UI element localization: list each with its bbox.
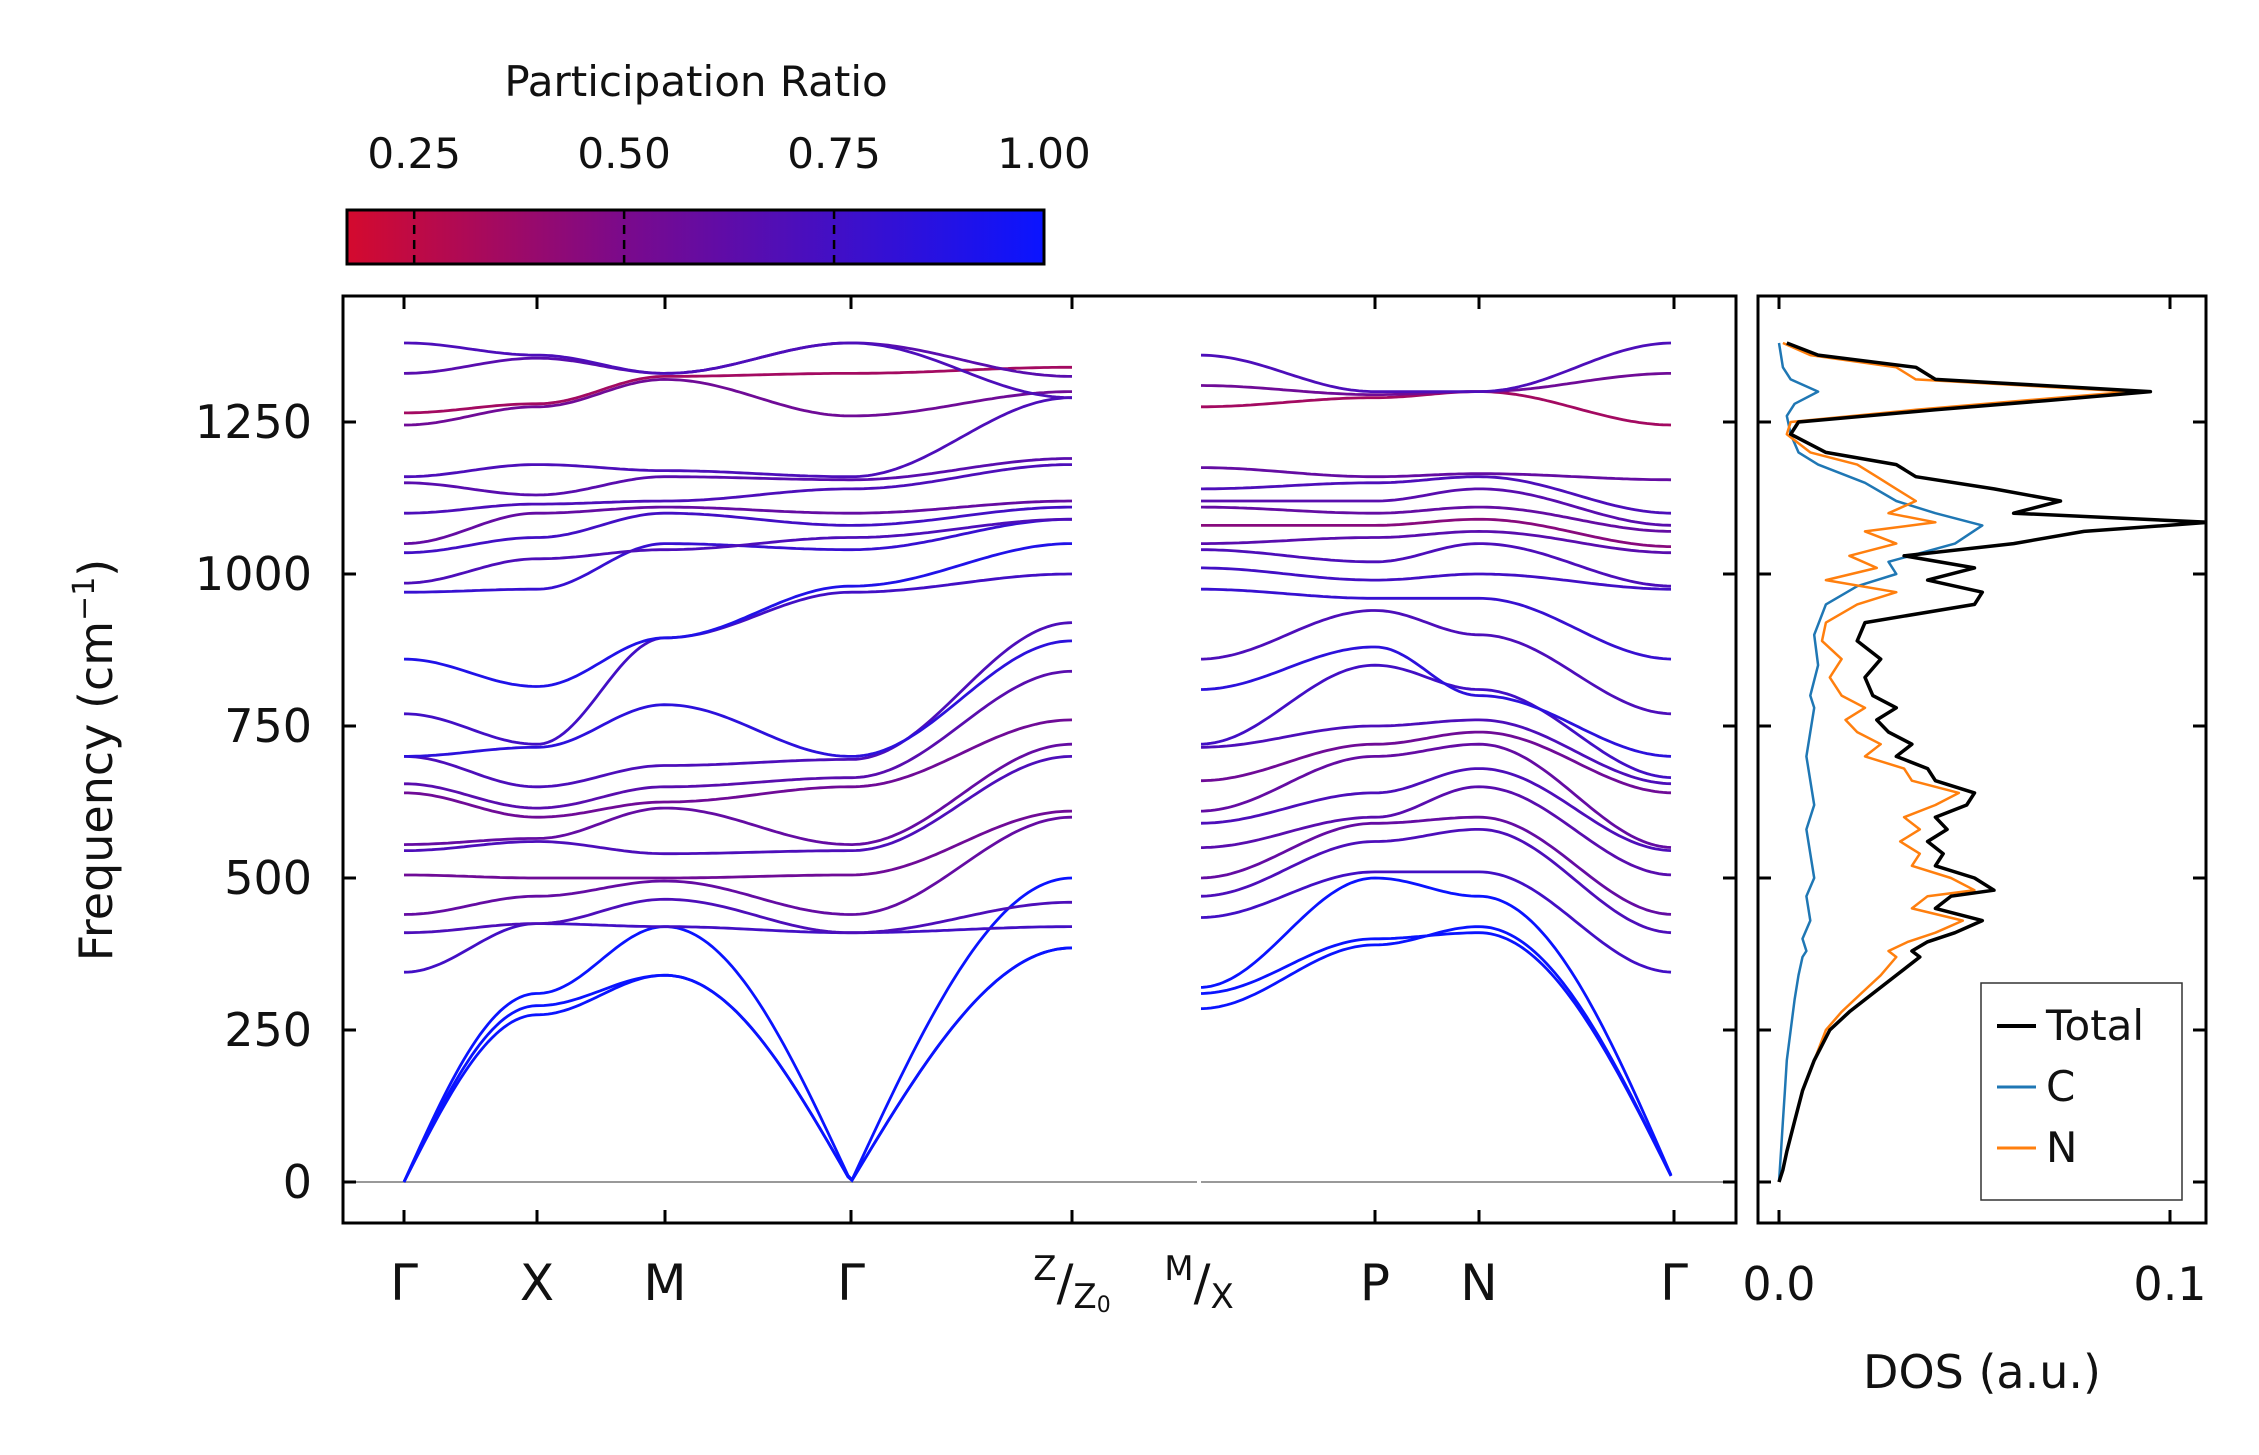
- phonon-band: [404, 377, 1072, 427]
- phonon-band: [404, 669, 1073, 810]
- phonon-band: [403, 572, 1072, 746]
- phonon-band: [404, 463, 1072, 515]
- phonon-band: [404, 396, 1072, 479]
- dispersion-axes: 0 250 500 750 1000 1250: [195, 296, 1736, 1223]
- colorbar: Participation Ratio 0.25 0.50 0.75 1.00: [345, 57, 1091, 266]
- high-symmetry-label-m: M/X: [1164, 1249, 1234, 1317]
- high-symmetry-label: P: [1360, 1254, 1390, 1312]
- high-symmetry-label-z: Z/Z0: [1033, 1249, 1110, 1318]
- y-tick-label: 0: [283, 1155, 312, 1209]
- high-symmetry-label: N: [1460, 1254, 1497, 1312]
- y-tick-label: 250: [224, 1003, 312, 1057]
- high-symmetry-label: X: [520, 1254, 554, 1312]
- phonon-band: [1199, 931, 1673, 1177]
- phonon-band: [403, 815, 1073, 916]
- phonon-band: [403, 341, 1072, 378]
- phonon-band: [1199, 730, 1672, 795]
- dos-axes: 0.0 0.1: [1742, 296, 2207, 1311]
- legend-label: Total: [2045, 1001, 2144, 1050]
- colorbar-tick-label: 0.25: [367, 129, 461, 178]
- high-symmetry-labels: Γ X M Γ P N Γ Z/Z0 M/X: [390, 1249, 1688, 1318]
- legend: Total CN: [1980, 982, 2183, 1201]
- dos-frame: [1756, 294, 2208, 1225]
- phonon-band: [1199, 609, 1672, 716]
- phonon-band: [1198, 876, 1673, 1176]
- band-lines: [343, 341, 1736, 1183]
- phonon-band: [404, 809, 1073, 880]
- dos-panel: 0.0 0.1 DOS (a.u.) Total CN: [1742, 294, 2208, 1399]
- phonon-band: [404, 517, 1072, 585]
- phonon-band: [1199, 542, 1672, 588]
- phonon-band: [1199, 505, 1671, 533]
- phonon-band: [1199, 785, 1672, 877]
- dos-axis-title: DOS (a.u.): [1863, 1345, 2101, 1399]
- y-axis-title: Frequency (cm−1): [67, 559, 123, 962]
- phonon-band: [404, 457, 1072, 497]
- phonon-band: [404, 639, 1073, 758]
- phonon-band: [1199, 566, 1671, 591]
- phonon-band: [1199, 390, 1672, 427]
- phonon-band: [1199, 870, 1672, 974]
- phonon-band: [1198, 663, 1672, 779]
- dos-line-n: [1777, 341, 2133, 1183]
- phonon-band: [403, 499, 1072, 545]
- phonon-band: [1198, 925, 1673, 1177]
- phonon-band: [402, 876, 1073, 1183]
- dos-x-tick-label: 0.0: [1742, 1257, 1815, 1311]
- y-tick-label: 750: [224, 699, 312, 753]
- phonon-band: [404, 755, 1073, 856]
- high-symmetry-label: Γ: [390, 1254, 418, 1312]
- y-tick-label: 1000: [195, 547, 312, 601]
- phonon-band: [402, 946, 1073, 1183]
- high-symmetry-label: Γ: [837, 1254, 865, 1312]
- colorbar-tick-label: 1.00: [997, 129, 1091, 178]
- colorbar-tick-label: 0.75: [787, 129, 881, 178]
- y-tick-label: 1250: [195, 395, 312, 449]
- phonon-band: [1199, 742, 1672, 849]
- phonon-band: [1199, 828, 1672, 935]
- phonon-band: [402, 946, 1073, 1183]
- legend-box: [1980, 982, 2183, 1201]
- phonon-band: [1199, 587, 1672, 661]
- phonon-band: [1198, 815, 1672, 916]
- phonon-band: [404, 718, 1073, 819]
- phonon-band: [404, 897, 1072, 935]
- phonon-band: [404, 341, 1073, 400]
- dispersion-panel: 0 250 500 750 1000 1250 Γ X M Γ P N Γ Z/Z0 M/X Freque…: [67, 294, 1738, 1318]
- phonon-band: [1199, 718, 1672, 786]
- dos-line-c: [1777, 342, 1984, 1183]
- phonon-band: [403, 542, 1072, 688]
- phonon-band: [403, 621, 1073, 789]
- phonon-band: [1199, 529, 1671, 555]
- colorbar-tick-label: 0.50: [577, 129, 671, 178]
- colorbar-ticks: 0.25 0.50 0.75 1.00: [367, 129, 1091, 264]
- legend-label: C: [2046, 1062, 2075, 1111]
- phonon-band: [1198, 767, 1672, 852]
- dos-lines: [1777, 341, 2206, 1183]
- dispersion-frame: [341, 294, 1738, 1225]
- colorbar-label: Participation Ratio: [504, 57, 887, 106]
- phonon-band: [1199, 645, 1672, 758]
- phonon-band: [403, 742, 1073, 847]
- phonon-band: [1199, 517, 1671, 548]
- phonon-band: [1199, 487, 1672, 527]
- dos-x-tick-label: 0.1: [2133, 1257, 2206, 1311]
- phonon-band: [1199, 475, 1672, 515]
- dos-line-total: [1777, 341, 2206, 1183]
- high-symmetry-label: Γ: [1660, 1254, 1688, 1312]
- phonon-band: [404, 505, 1072, 555]
- y-tick-label: 500: [224, 851, 312, 905]
- phonon-band: [403, 922, 1072, 974]
- phonon-band: [1198, 341, 1672, 393]
- phonon-band: [1199, 466, 1672, 482]
- legend-label: N: [2046, 1123, 2077, 1172]
- colorbar-fill: [345, 208, 1046, 266]
- high-symmetry-label: M: [643, 1254, 686, 1312]
